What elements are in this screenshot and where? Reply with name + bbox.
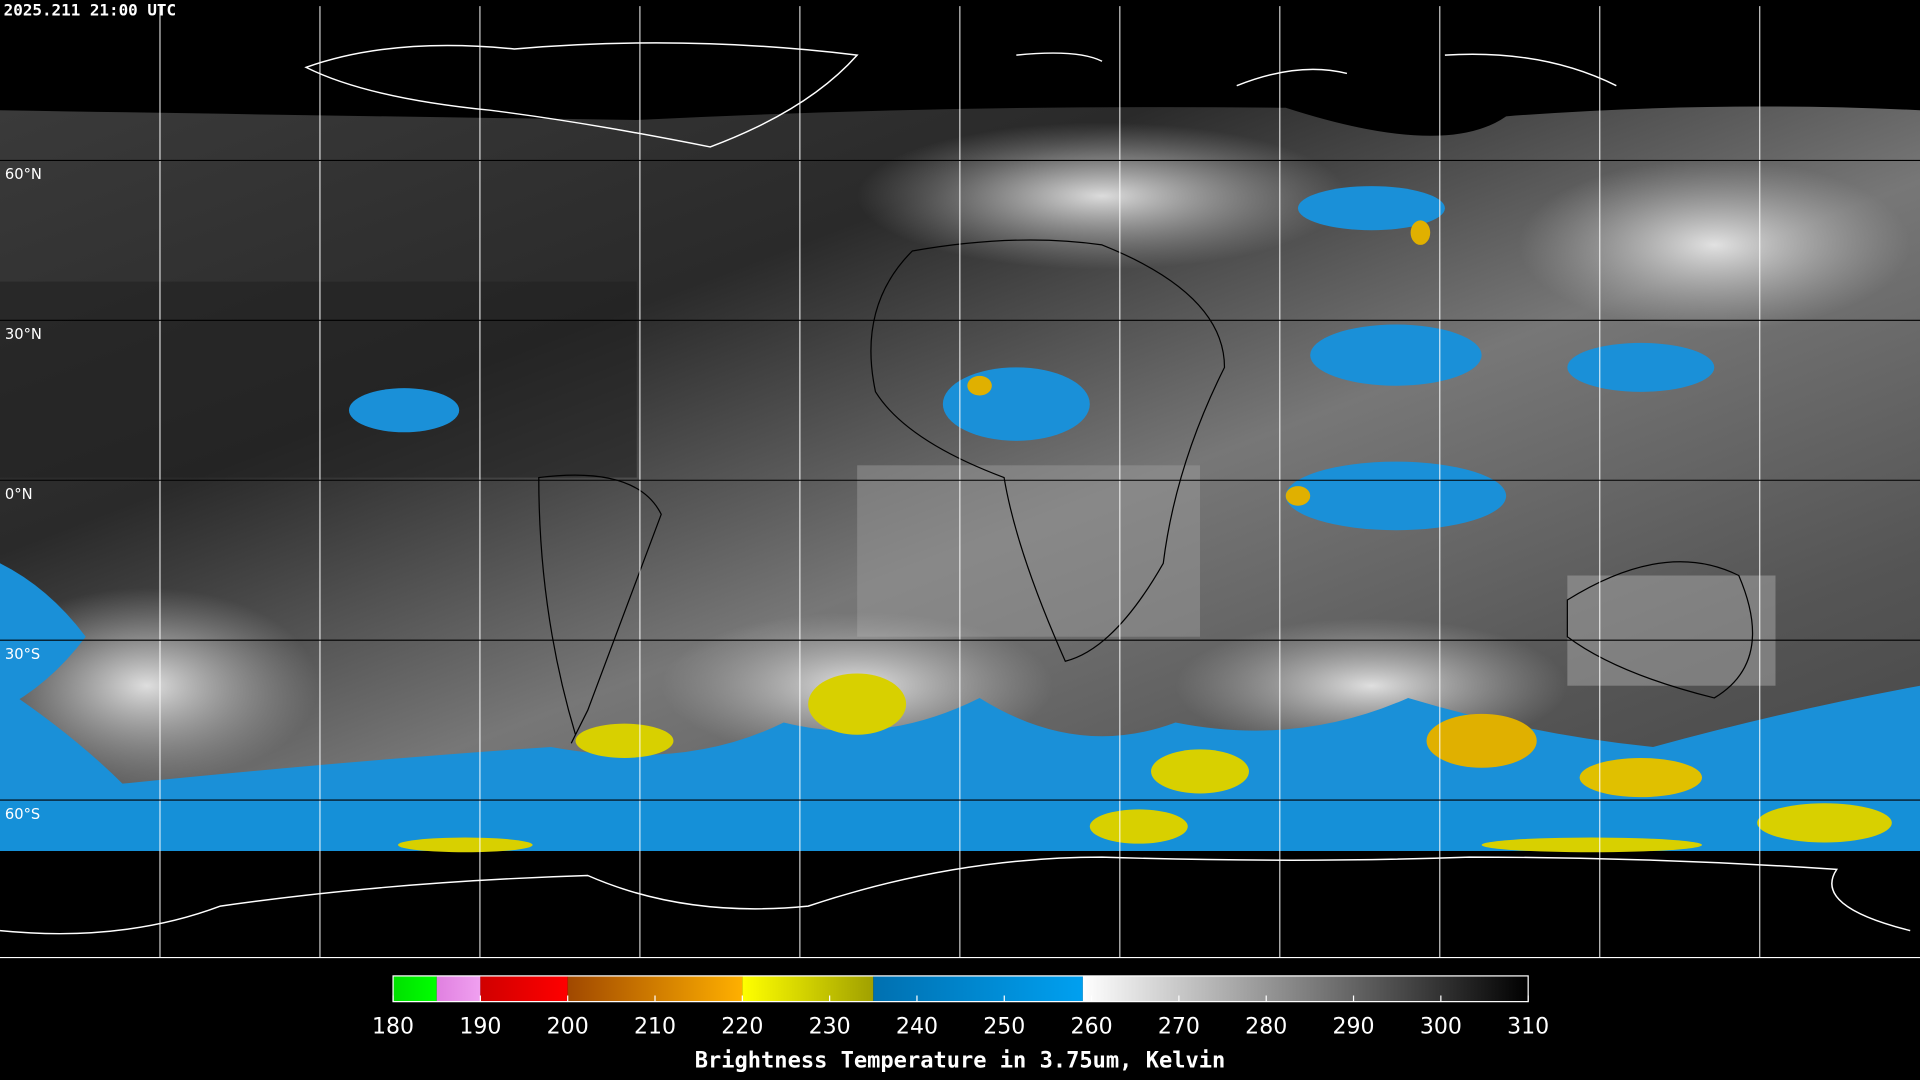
colorbar-tick-label: 180 xyxy=(372,1014,414,1039)
colorbar-segment xyxy=(480,975,568,1002)
colorbar-segment xyxy=(1082,975,1529,1002)
colorbar-tick-label: 190 xyxy=(459,1014,501,1039)
colorbar-tick-label: 230 xyxy=(809,1014,851,1039)
colorbar-tick-label: 240 xyxy=(896,1014,938,1039)
colorbar-tick-label: 310 xyxy=(1507,1014,1549,1039)
colorbar-segment xyxy=(873,975,1083,1002)
colorbar: 180 190 200 210 220 230 240 250 260 270 280 290 300 3… xyxy=(372,975,1549,1039)
colorbar-tick-label: 280 xyxy=(1245,1014,1287,1039)
latitude-label: 30°S xyxy=(5,646,40,663)
latitude-labels: 60°N 30°N 0°N 30°S 60°S xyxy=(5,166,42,823)
colorbar-tick-label: 200 xyxy=(547,1014,589,1039)
graticule xyxy=(0,6,1920,959)
latitude-label: 0°N xyxy=(5,486,33,503)
colorbar-segment xyxy=(436,975,481,1002)
timestamp: 2025.211 21:00 UTC xyxy=(4,1,176,20)
colorbar-frame xyxy=(392,975,1529,1003)
colorbar-tick-label: 220 xyxy=(721,1014,763,1039)
colorbar-label: Brightness Temperature in 3.75um, Kelvin xyxy=(695,1049,1226,1074)
latitude-label: 30°N xyxy=(5,326,42,343)
colorbar-tick-label: 210 xyxy=(634,1014,676,1039)
colorbar-tick-label: 260 xyxy=(1071,1014,1113,1039)
colorbar-tick-label: 250 xyxy=(983,1014,1025,1039)
latitude-label: 60°S xyxy=(5,806,40,823)
colorbar-tick-label: 270 xyxy=(1158,1014,1200,1039)
colorbar-segment xyxy=(393,975,437,1002)
latitude-label: 60°N xyxy=(5,166,42,183)
colorbar-tick-label: 290 xyxy=(1333,1014,1375,1039)
colorbar-tick-label: 300 xyxy=(1420,1014,1462,1039)
colorbar-segment xyxy=(742,975,874,1002)
